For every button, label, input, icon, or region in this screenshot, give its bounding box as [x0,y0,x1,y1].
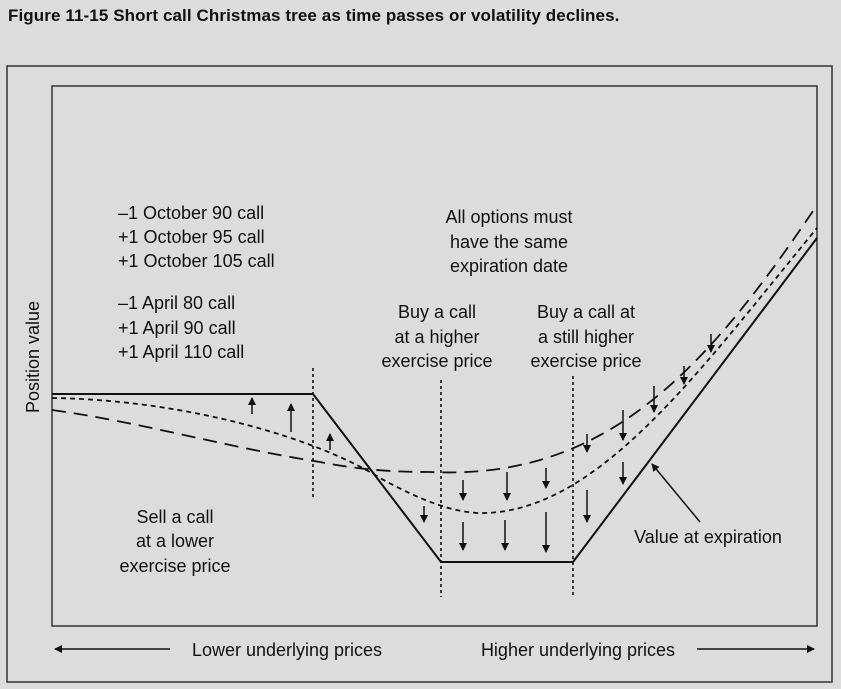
october-position-3: +1 October 105 call [118,251,275,271]
outer-frame [6,65,833,683]
x-axis-left-label: Lower underlying prices [192,640,382,660]
expiration-note-2: have the same [450,232,568,252]
buy-higher-note-1: Buy a call [398,302,476,322]
buy-higher-note-3: exercise price [381,351,492,371]
intermediate-value-curve [51,227,818,514]
value-at-expiration-label: Value at expiration [634,527,782,547]
expiration-pointer-arrow [651,463,701,523]
sell-lower-note-3: exercise price [119,556,230,576]
x-axis-right-label: Higher underlying prices [481,640,675,660]
october-position-1: –1 October 90 call [118,203,264,223]
october-position-2: +1 October 95 call [118,227,265,247]
expiration-note-1: All options must [445,207,572,227]
buy-still-higher-note-2: a still higher [538,327,634,347]
sell-lower-note-2: at a lower [136,531,214,551]
plot-frame [51,85,818,627]
y-axis-label: Position value [23,301,43,413]
figure-title: Figure 11-15 Short call Christmas tree a… [8,6,620,25]
initial-value-curve [51,204,818,474]
april-position-3: +1 April 110 call [118,342,244,362]
buy-higher-note-2: at a higher [394,327,479,347]
sell-lower-note-1: Sell a call [136,507,213,527]
april-position-1: –1 April 80 call [118,293,235,313]
expiration-value-line [52,237,818,563]
expiration-note-3: expiration date [450,256,568,276]
april-position-2: +1 April 90 call [118,318,236,338]
direction-arrows [248,334,715,553]
buy-still-higher-note-1: Buy a call at [537,302,635,322]
buy-still-higher-note-3: exercise price [530,351,641,371]
